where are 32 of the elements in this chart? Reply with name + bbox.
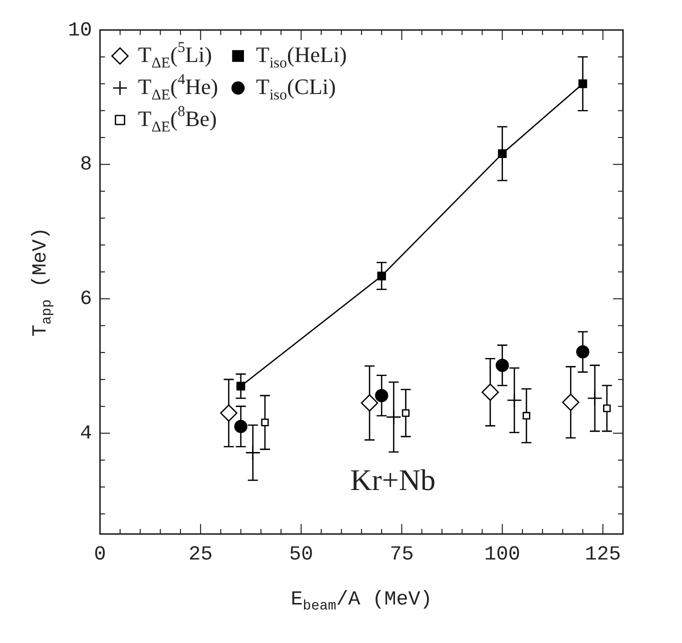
point [360, 394, 378, 412]
annotation: Kr+Nb [350, 464, 436, 497]
y-tick-label: 6 [80, 288, 92, 312]
point [261, 418, 269, 426]
x-tick-label: 100 [484, 543, 520, 566]
point [603, 404, 611, 412]
x-tick-label: 75 [390, 543, 414, 566]
point [496, 358, 509, 372]
y-tick-label: 4 [80, 422, 92, 446]
point [587, 390, 602, 406]
point [402, 409, 410, 417]
point [386, 409, 402, 425]
point [375, 388, 388, 402]
point [377, 272, 386, 280]
point [498, 149, 507, 158]
point [562, 394, 580, 411]
point [245, 445, 261, 460]
point [578, 79, 588, 88]
point [220, 404, 238, 422]
x-tick-label: 25 [188, 543, 213, 566]
point [482, 384, 499, 401]
point [576, 345, 590, 358]
point [236, 382, 246, 391]
y-tick-label: 8 [80, 154, 92, 177]
point [234, 420, 248, 434]
point [506, 392, 522, 408]
y-axis-title: Tapp (MeV) [29, 227, 56, 337]
x-tick-label: 125 [584, 543, 621, 566]
y-tick-label: 10 [68, 19, 92, 42]
point [522, 412, 530, 420]
x-tick-label: 0 [94, 543, 106, 566]
x-tick-label: 50 [289, 543, 314, 566]
